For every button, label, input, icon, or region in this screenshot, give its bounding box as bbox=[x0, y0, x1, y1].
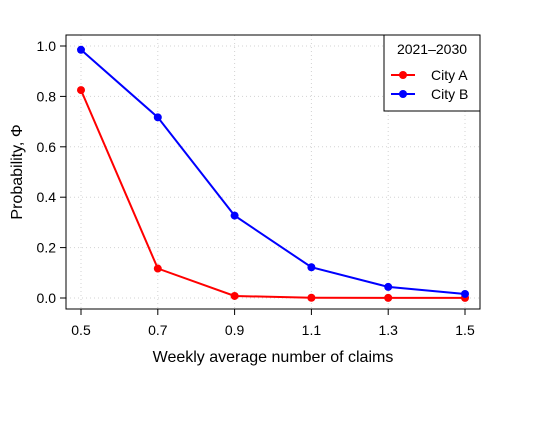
legend-entries: City A City B bbox=[391, 67, 468, 102]
data-point-city-a bbox=[77, 86, 85, 95]
data-point-city-a bbox=[153, 264, 162, 273]
data-point-city-b bbox=[77, 45, 85, 54]
plot-frame bbox=[65, 34, 481, 310]
x-tick-label: 1.3 bbox=[378, 322, 398, 338]
x-tick-label: 0.9 bbox=[225, 322, 245, 338]
data-point-city-b bbox=[153, 113, 162, 122]
data-point-city-a bbox=[384, 293, 393, 302]
x-tick-label: 1.5 bbox=[455, 322, 475, 338]
y-tick-label: 0.8 bbox=[37, 88, 57, 104]
data-point-city-b bbox=[384, 282, 393, 291]
legend-marker-city-b bbox=[399, 90, 407, 98]
legend-title: 2021–2030 bbox=[397, 41, 467, 57]
y-tick-label: 0.4 bbox=[37, 189, 57, 205]
y-tick-label: 0.2 bbox=[37, 240, 57, 256]
y-tick-label: 1.0 bbox=[37, 38, 57, 54]
series-line-city-a bbox=[80, 89, 465, 299]
data-point-city-a bbox=[230, 291, 239, 300]
legend: 2021–2030 City A City B bbox=[383, 34, 481, 112]
series bbox=[77, 45, 469, 302]
y-tick-label: 0.6 bbox=[37, 139, 57, 155]
data-point-city-a bbox=[307, 293, 316, 302]
y-axis-label: Probability, Φ bbox=[9, 124, 26, 219]
series-line-city-b bbox=[80, 49, 466, 295]
x-tick-label: 0.5 bbox=[71, 322, 91, 338]
legend-label-city-a: City A bbox=[431, 67, 468, 83]
axes: 0.5 0.7 0.9 1.1 1.3 1.5 0.0 0.2 0.4 0.6 0.8 1.0 bbox=[37, 38, 475, 338]
legend-marker-city-a bbox=[399, 71, 407, 79]
x-tick-label: 1.1 bbox=[302, 322, 322, 338]
data-point-city-b bbox=[230, 211, 239, 220]
data-point-city-b bbox=[307, 263, 316, 272]
x-tick-label: 0.7 bbox=[148, 322, 168, 338]
y-tick-label: 0.0 bbox=[37, 290, 57, 306]
legend-label-city-b: City B bbox=[431, 86, 468, 102]
x-axis-label: Weekly average number of claims bbox=[153, 349, 394, 366]
data-point-city-b bbox=[461, 289, 469, 298]
